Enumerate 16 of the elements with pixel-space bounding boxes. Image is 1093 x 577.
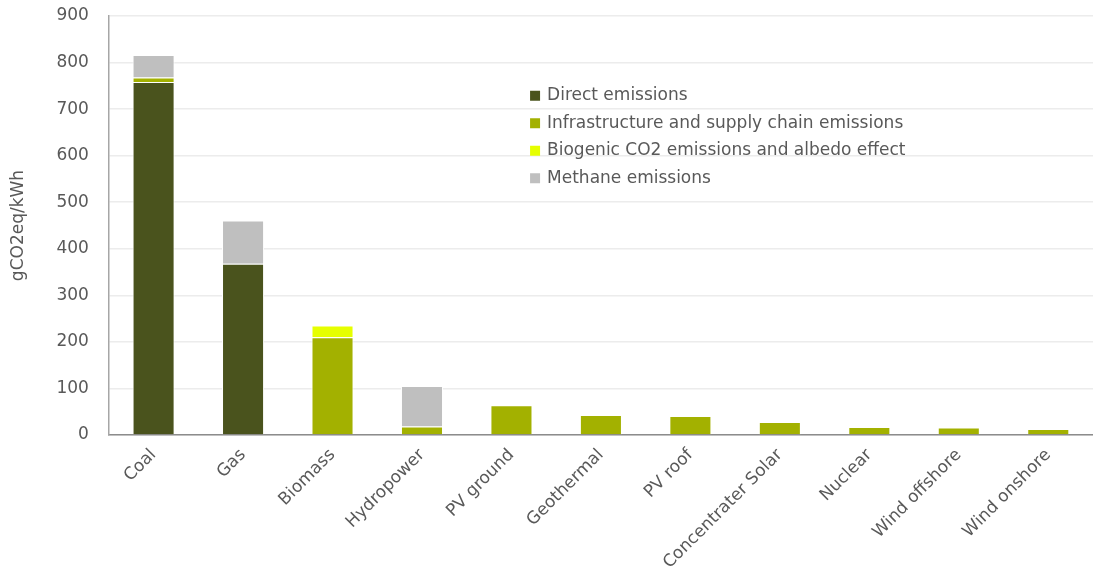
y-tick-label: 500: [56, 190, 89, 211]
legend-label: Direct emissions: [547, 84, 688, 105]
y-tick-label: 300: [56, 283, 89, 304]
legend-label: Infrastructure and supply chain emissions: [547, 111, 904, 132]
y-tick-label: 900: [56, 4, 89, 25]
y-tick-label: 600: [56, 144, 89, 165]
legend-label: Methane emissions: [547, 166, 712, 187]
legend-label: Biogenic CO2 emissions and albedo effect: [547, 139, 906, 160]
x-tick-label: Gas: [211, 443, 250, 482]
y-axis-title: gCO2eq/kWh: [6, 169, 27, 282]
y-tick-label: 800: [56, 50, 89, 71]
y-tick-label: 100: [56, 376, 89, 397]
y-tick-label: 0: [78, 423, 89, 444]
y-tick-label: 400: [56, 237, 89, 258]
y-tick-label: 200: [56, 330, 89, 351]
y-tick-label: 700: [56, 97, 89, 118]
